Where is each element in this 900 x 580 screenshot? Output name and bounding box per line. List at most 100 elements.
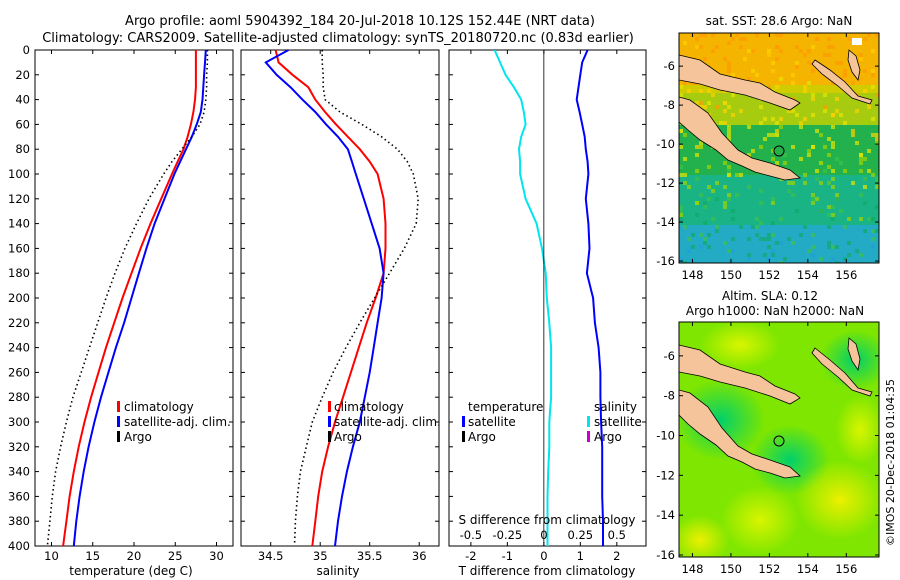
depth-tick-label: 400 [8, 539, 30, 553]
x-tick-label: -1 [502, 549, 513, 563]
lon-tick-label: 148 [681, 268, 703, 282]
sst-map-frame [678, 32, 880, 264]
legend-swatch-temperature-argo [462, 431, 465, 442]
depth-axis-labels: 0 20 40 60 80 100 120 140 160 180 200 220 240 260 280 3… [8, 43, 30, 553]
series-line-climatology [62, 50, 197, 546]
depth-tick-label: 220 [8, 316, 30, 330]
legend-label-argo: Argo [334, 430, 362, 444]
depth-tick-label: 100 [8, 167, 30, 181]
difference-lines [493, 50, 604, 546]
salinity-ticks: 34.5 35 35.5 36 [241, 49, 439, 563]
difference-secondary-ticks: -0.5 -0.25 0 0.25 0.5 [460, 528, 626, 542]
legend-swatch-climatology [117, 401, 120, 412]
lat-tick-label: -12 [656, 468, 675, 482]
legend-title-salinity: salinity [594, 400, 637, 414]
depth-tick-label: 320 [8, 440, 30, 454]
x-tick-label: 30 [209, 549, 224, 563]
argo-position-marker [773, 145, 785, 157]
lat-tick-label: -16 [656, 548, 675, 562]
legend-swatch-argo [328, 431, 331, 442]
legend-label-climatology: climatology [334, 400, 404, 414]
lat-tick-label: -10 [656, 137, 675, 151]
series-line-temperature-satellite [575, 50, 604, 546]
secondary-tick-label: 0.5 [608, 528, 626, 542]
x-tick-label: 35.5 [357, 549, 383, 563]
depth-tick-label: 0 [23, 43, 30, 57]
difference-legend: temperature satellite Argo salinity sate… [462, 400, 642, 444]
depth-tick-label: 380 [8, 514, 30, 528]
lat-tick-label: -6 [664, 59, 675, 73]
lon-tick-label: 150 [720, 562, 742, 576]
secondary-tick-label: 0 [540, 528, 547, 542]
x-tick-label: 25 [168, 549, 183, 563]
sst-map-axes: -6 -8 -10 -12 -14 -16 148 150 152 154 156 [656, 33, 879, 282]
depth-tick-label: 260 [8, 365, 30, 379]
depth-tick-label: 60 [15, 117, 30, 131]
temperature-ticks: 10 15 20 25 30 [35, 49, 233, 563]
difference-panel: -2 -1 0 1 2 T difference from climatology S … [448, 49, 647, 578]
imos-credit: ©IMOS 20-Dec-2018 01:04:35 [884, 379, 897, 546]
depth-tick-label: 40 [15, 93, 30, 107]
series-line-argo [46, 50, 209, 546]
lat-tick-label: -14 [656, 215, 675, 229]
sst-map-title: sat. SST: 28.6 Argo: NaN [706, 14, 853, 28]
x-tick-label: 2 [613, 549, 620, 563]
lon-tick-label: 156 [835, 562, 857, 576]
lat-tick-label: -16 [656, 254, 675, 268]
salinity-panel: 34.5 35 35.5 36 salinity climatology satell… [240, 49, 441, 578]
sla-map-title-line2: Argo h1000: NaN h2000: NaN [686, 304, 864, 318]
depth-tick-label: 20 [15, 68, 30, 82]
legend-swatch-salinity-satellite [587, 416, 590, 427]
x-tick-label: 1 [577, 549, 584, 563]
series-line-climatology [274, 50, 387, 546]
legend-swatch-salinity-argo [587, 431, 590, 442]
lat-tick-label: -6 [664, 349, 675, 363]
sla-map-title-line1: Altim. SLA: 0.12 [722, 289, 818, 303]
legend-label-salinity-satellite: satellite [594, 415, 642, 429]
sla-map-frame [678, 321, 880, 558]
legend-label-temperature-argo: Argo [468, 430, 496, 444]
lat-tick-label: -8 [664, 389, 675, 403]
secondary-tick-label: -0.5 [460, 528, 482, 542]
x-tick-label: -2 [465, 549, 476, 563]
sst-map-field [679, 33, 879, 263]
figure-title-line2: Climatology: CARS2009. Satellite-adjuste… [42, 31, 634, 46]
salinity-plot-frame [240, 49, 440, 547]
depth-tick-label: 340 [8, 465, 30, 479]
difference-ticks: -2 -1 0 1 2 [449, 49, 646, 563]
sla-map-panel: Altim. SLA: 0.12 Argo h1000: NaN h2000: … [656, 289, 880, 576]
depth-tick-label: 300 [8, 415, 30, 429]
legend-swatch-argo [117, 431, 120, 442]
lon-tick-label: 156 [835, 268, 857, 282]
legend-label-satellite: satellite-adj. clim. [124, 415, 231, 429]
x-tick-label: 20 [127, 549, 142, 563]
temperature-lines [46, 50, 209, 546]
legend-swatch-temperature-satellite [462, 416, 465, 427]
x-tick-label: 0 [540, 549, 547, 563]
x-tick-label: 35 [313, 549, 328, 563]
depth-tick-label: 180 [8, 266, 30, 280]
legend-label-temperature-satellite: satellite [468, 415, 516, 429]
lat-tick-label: -8 [664, 98, 675, 112]
secondary-tick-label: 0.25 [568, 528, 594, 542]
x-tick-label: 10 [44, 549, 59, 563]
temperature-plot-frame [34, 49, 234, 547]
figure-title-line1: Argo profile: aoml 5904392_184 20-Jul-20… [125, 14, 595, 29]
legend-swatch-satellite [117, 416, 120, 427]
series-line-satellite-adj-clim- [264, 50, 385, 546]
lon-tick-label: 148 [681, 562, 703, 576]
salinity-lines [264, 50, 420, 546]
lon-tick-label: 150 [720, 268, 742, 282]
depth-tick-label: 80 [15, 142, 30, 156]
series-line-satellite-adj-clim- [72, 50, 207, 546]
depth-tick-label: 280 [8, 390, 30, 404]
legend-label-argo: Argo [124, 430, 152, 444]
lon-tick-label: 152 [758, 268, 780, 282]
lat-tick-label: -14 [656, 508, 675, 522]
legend-title-temperature: temperature [468, 400, 543, 414]
depth-tick-label: 140 [8, 217, 30, 231]
difference-x-label: T difference from climatology [458, 564, 636, 578]
salinity-legend: climatology satellite-adj. clim. Argo [328, 400, 441, 444]
lat-tick-label: -12 [656, 176, 675, 190]
